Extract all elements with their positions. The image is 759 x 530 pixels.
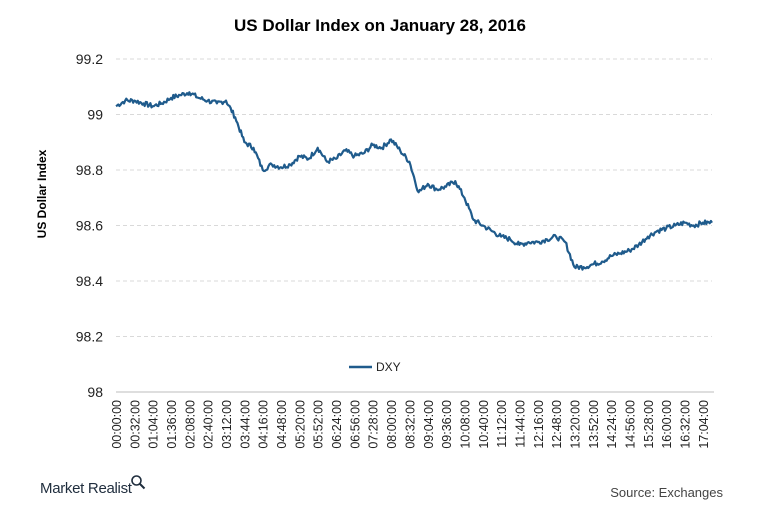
source-note: Source: Exchanges xyxy=(610,485,723,500)
x-tick-label: 07:28:00 xyxy=(367,400,381,449)
legend-label-dxy: DXY xyxy=(376,360,401,374)
x-axis-ticks: 00:00:00 00:32:00 01:04:00 01:36:00 02:08:00… xyxy=(110,400,711,449)
y-tick-label: 99.2 xyxy=(76,51,103,67)
x-tick-label: 04:48:00 xyxy=(275,400,289,449)
x-tick-label: 09:36:00 xyxy=(440,400,454,449)
x-tick-label: 16:00:00 xyxy=(660,400,674,449)
x-tick-label: 05:52:00 xyxy=(312,400,326,449)
x-tick-label: 11:44:00 xyxy=(513,400,527,448)
x-tick-label: 12:16:00 xyxy=(532,400,546,449)
x-tick-label: 16:32:00 xyxy=(678,400,692,449)
x-tick-label: 13:20:00 xyxy=(568,400,582,449)
x-tick-label: 02:08:00 xyxy=(183,400,197,449)
x-tick-label: 15:28:00 xyxy=(642,400,656,449)
magnifier-icon xyxy=(131,475,146,490)
x-tick-label: 06:24:00 xyxy=(330,400,344,449)
y-axis-label: US Dollar Index xyxy=(35,149,49,238)
x-tick-label: 00:00:00 xyxy=(110,400,124,449)
x-tick-label: 10:40:00 xyxy=(477,400,491,449)
chart-title: US Dollar Index on January 28, 2016 xyxy=(234,16,526,35)
x-tick-label: 05:20:00 xyxy=(293,400,307,449)
brand-logo-text: Market Realist xyxy=(40,480,132,497)
x-tick-label: 01:36:00 xyxy=(165,400,179,449)
y-axis-ticks: 99.2 99 98.8 98.6 98.4 98.2 98 xyxy=(76,51,103,400)
x-tick-label: 01:04:00 xyxy=(147,400,161,449)
y-tick-label: 98 xyxy=(87,384,103,400)
x-tick-label: 17:04:00 xyxy=(697,400,711,449)
x-tick-label: 10:08:00 xyxy=(458,400,472,449)
x-tick-label: 13:52:00 xyxy=(587,400,601,449)
x-tick-label: 02:40:00 xyxy=(202,400,216,449)
y-tick-label: 98.2 xyxy=(76,329,103,345)
x-tick-label: 12:48:00 xyxy=(550,400,564,449)
x-tick-label: 08:00:00 xyxy=(385,400,399,449)
y-tick-label: 99 xyxy=(87,107,103,123)
x-tick-label: 09:04:00 xyxy=(422,400,436,449)
x-tick-label: 03:44:00 xyxy=(238,400,252,449)
x-tick-label: 08:32:00 xyxy=(403,400,417,449)
series-line-dxy xyxy=(115,91,713,271)
y-tick-label: 98.6 xyxy=(76,218,103,234)
x-tick-label: 04:16:00 xyxy=(257,400,271,449)
gridlines xyxy=(116,58,712,337)
x-tick-label: 06:56:00 xyxy=(348,400,362,449)
x-tick-label: 11:12:00 xyxy=(495,400,509,448)
x-tick-label: 14:24:00 xyxy=(605,400,619,449)
x-tick-label: 14:56:00 xyxy=(623,400,637,449)
y-tick-label: 98.8 xyxy=(76,162,103,178)
y-tick-label: 98.4 xyxy=(76,273,103,289)
x-tick-label: 03:12:00 xyxy=(220,400,234,449)
legend: DXY xyxy=(349,360,401,374)
x-tick-label: 00:32:00 xyxy=(128,400,142,449)
